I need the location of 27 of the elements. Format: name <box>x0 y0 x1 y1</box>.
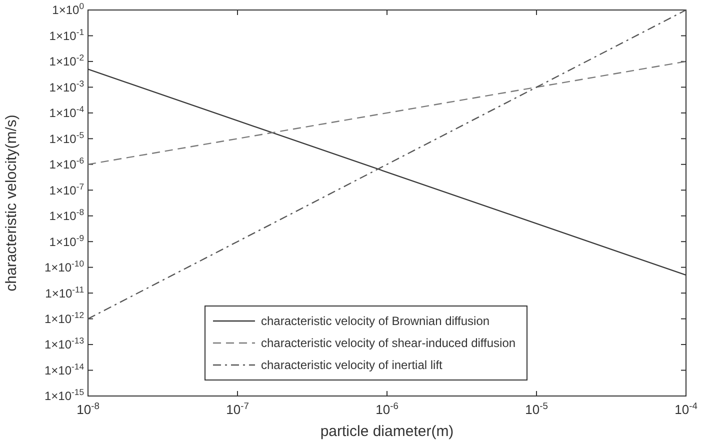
y-tick-label: 1×10$^{-7}$ <box>49 181 84 198</box>
legend-label: characteristic velocity of Brownian diffusion <box>261 314 490 328</box>
y-tick-label: 1×10$^{0}$ <box>52 1 84 18</box>
y-tick-label: 1×10$^{-13}$ <box>44 336 84 352</box>
legend-label: characteristic velocity of inertial lift <box>261 358 444 372</box>
y-tick-label: 1×10$^{-12}$ <box>44 310 84 326</box>
x-tick-label: 10$^{-5}$ <box>525 401 548 417</box>
y-tick-label: 1×10$^{-5}$ <box>49 130 84 146</box>
y-tick-label: 1×10$^{-4}$ <box>49 104 84 120</box>
x-tick-label: 10$^{-8}$ <box>76 401 100 417</box>
x-tick-label: 10$^{-4}$ <box>674 401 698 417</box>
y-tick-label: 1×10$^{-1}$ <box>49 26 84 43</box>
y-tick-label: 1×10$^{-6}$ <box>49 156 84 172</box>
x-axis-title: particle diameter(m) <box>320 423 454 440</box>
y-tick-label: 1×10$^{-11}$ <box>45 284 84 300</box>
y-tick-label: 1×10$^{-10}$ <box>44 258 84 275</box>
legend-label: characteristic velocity of shear-induced diffusion <box>261 336 516 350</box>
y-axis-title: characteristic velocity(m/s) <box>3 114 20 292</box>
line-series <box>87 60 687 165</box>
y-tick-label: 1×10$^{-8}$ <box>49 207 84 224</box>
x-tick-label: 10$^{-6}$ <box>376 401 398 417</box>
y-tick-label: 1×10$^{-2}$ <box>49 52 84 69</box>
y-tick-label: 1×10$^{-14}$ <box>44 361 84 378</box>
y-tick-label: 1×10$^{-9}$ <box>49 232 84 249</box>
y-tick-label: 1×10$^{-3}$ <box>49 78 84 94</box>
x-tick-label: 10$^{-7}$ <box>226 401 249 417</box>
y-tick-label: 1×10$^{-15}$ <box>44 387 84 404</box>
